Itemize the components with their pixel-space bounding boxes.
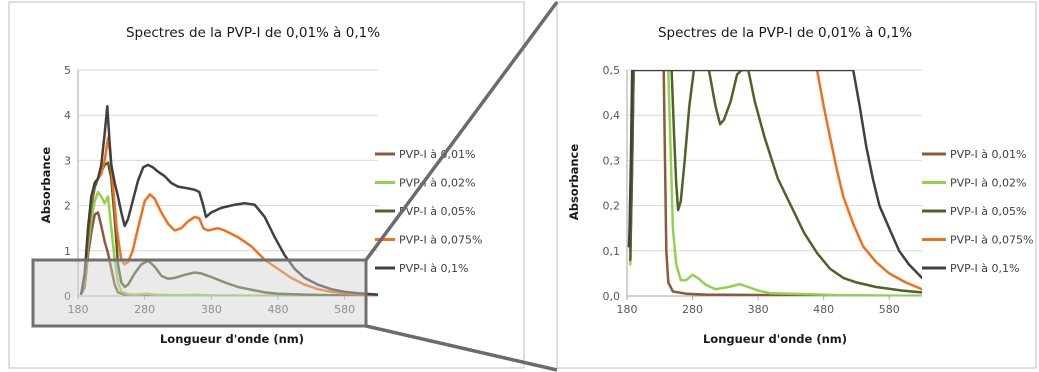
right-x-tick-label: 380 (748, 303, 769, 316)
right-y-axis-label: Absorbance (567, 144, 581, 221)
left-y-tick-label: 4 (64, 109, 71, 122)
right-x-axis-label: Longueur d'onde (nm) (703, 332, 847, 346)
left-legend-label: PVP-I à 0,1% (399, 262, 468, 275)
right-series-line-4 (815, 70, 922, 291)
left-x-tick-label: 580 (334, 303, 355, 316)
zoom-highlight-box (31, 258, 368, 328)
left-legend-label: PVP-I à 0,02% (399, 177, 475, 190)
right-series-line-5 (627, 70, 922, 280)
left-x-tick-label: 380 (201, 303, 222, 316)
zoom-connector-top (364, 0, 559, 262)
left-y-tick-label: 1 (64, 245, 71, 258)
left-legend-label: PVP-I à 0,05% (399, 205, 475, 218)
left-y-tick-label: 0 (64, 290, 71, 303)
left-chart-title: Spectres de la PVP-I de 0,01% à 0,1% (126, 25, 380, 41)
right-y-tick-label: 0,4 (603, 109, 621, 122)
right-series-line-2 (629, 70, 922, 296)
right-series-line-3 (629, 70, 922, 294)
right-legend-label: PVP-I à 0,05% (950, 205, 1026, 218)
left-chart: Spectres de la PVP-I de 0,01% à 0,1% Lon… (39, 25, 482, 346)
left-x-tick-label: 180 (68, 303, 89, 316)
left-legend-label: PVP-I à 0,01% (399, 148, 475, 161)
left-y-tick-label: 5 (64, 64, 71, 77)
right-legend-label: PVP-I à 0,075% (950, 234, 1033, 247)
right-x-tick-label: 480 (813, 303, 834, 316)
left-legend-label: PVP-I à 0,075% (399, 234, 482, 247)
left-x-axis-label: Longueur d'onde (nm) (160, 332, 304, 346)
left-series-line-4 (80, 136, 378, 296)
left-series-line-5 (80, 104, 378, 296)
right-legend-label: PVP-I à 0,01% (950, 148, 1026, 161)
left-x-tick-label: 480 (268, 303, 289, 316)
right-x-tick-label: 580 (879, 303, 900, 316)
right-y-tick-label: 0,3 (603, 154, 621, 167)
right-y-tick-label: 0,2 (603, 200, 621, 213)
right-x-tick-label: 180 (617, 303, 638, 316)
left-series-line-2 (80, 190, 378, 296)
right-chart-frame (556, 1, 1037, 369)
zoom-connector-bottom (365, 324, 558, 372)
left-y-axis-label: Absorbance (39, 147, 53, 224)
right-legend-label: PVP-I à 0,02% (950, 177, 1026, 190)
right-y-tick-label: 0,5 (603, 64, 621, 77)
right-chart: Spectres de la PVP-I de 0,01% à 0,1% Lon… (567, 25, 1033, 346)
right-y-tick-label: 0,0 (603, 290, 621, 303)
right-legend-label: PVP-I à 0,1% (950, 262, 1019, 275)
right-chart-title: Spectres de la PVP-I de 0,01% à 0,1% (658, 25, 912, 41)
left-y-tick-label: 3 (64, 154, 71, 167)
right-y-tick-label: 0,1 (603, 245, 621, 258)
left-y-tick-label: 2 (64, 200, 71, 213)
right-x-tick-label: 280 (682, 303, 703, 316)
left-x-tick-label: 280 (134, 303, 155, 316)
